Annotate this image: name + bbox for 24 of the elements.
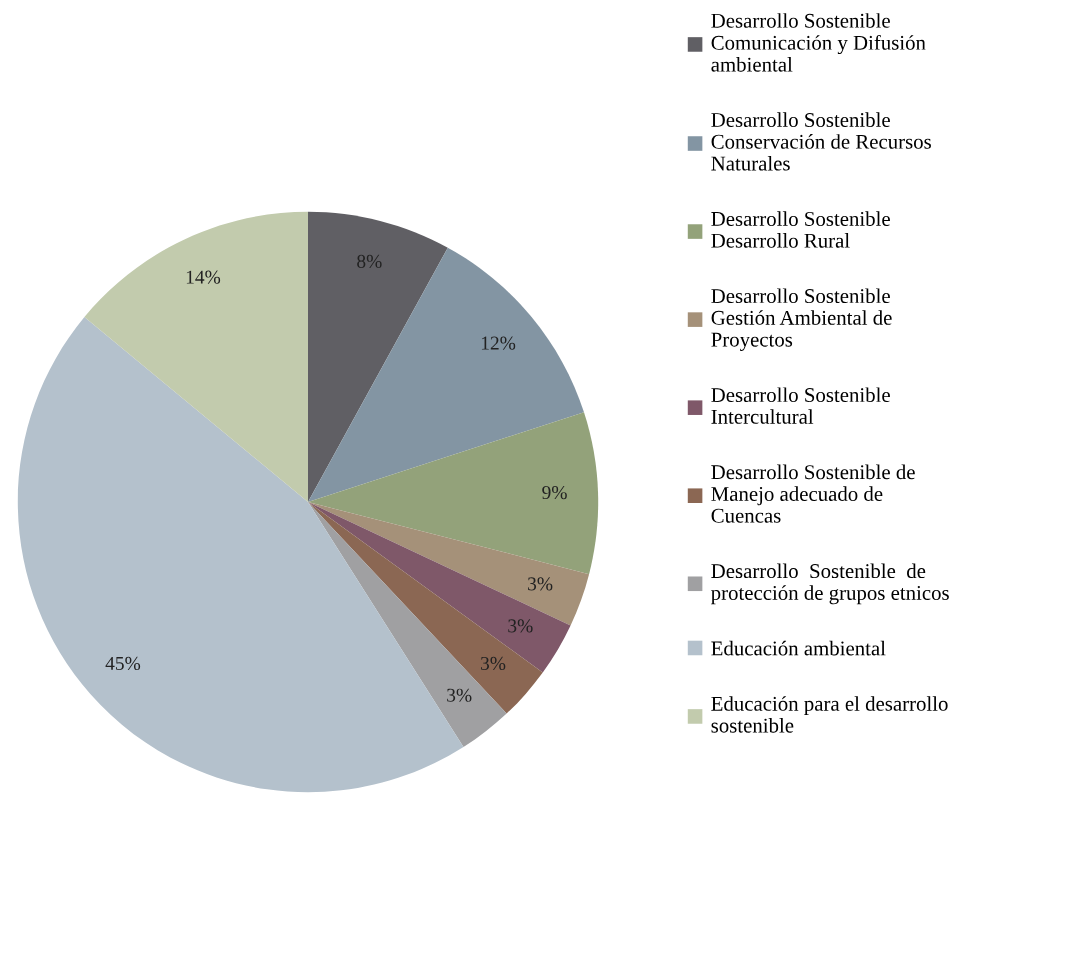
legend-label: Desarrollo Sostenible de protección de grupos etnicos xyxy=(711,563,949,605)
pie-slice xyxy=(308,247,584,502)
data-label: 3% xyxy=(447,688,472,702)
legend-label: Desarrollo Sostenible Desarrollo Rural xyxy=(711,211,890,248)
pie-slice xyxy=(308,412,599,575)
pie-slice xyxy=(308,502,571,673)
data-label: 3% xyxy=(528,577,553,591)
legend-label: Desarrollo Sostenible Intercultural xyxy=(711,387,890,424)
pie-slice xyxy=(84,211,308,502)
data-label: 3% xyxy=(481,656,506,671)
data-label: 12% xyxy=(481,336,516,350)
data-label: 3% xyxy=(508,619,533,633)
legend-label: Educación ambiental xyxy=(711,640,886,656)
data-label: 8% xyxy=(357,254,382,269)
legend-label: Desarrollo Sostenible Comunicación y Difusión ambiental xyxy=(711,13,926,72)
pie-slice xyxy=(308,211,448,502)
legend-label: Desarrollo Sostenible Conservación de Recursos Naturales xyxy=(711,112,931,171)
data-label: 14% xyxy=(186,270,221,284)
legend-label: Desarrollo Sostenible de Manejo adecuado de Cuencas xyxy=(711,464,915,523)
data-label: 9% xyxy=(542,486,567,500)
data-label: 45% xyxy=(105,656,141,671)
legend-label: Desarrollo Sostenible Gestión Ambiental de Proyectos xyxy=(711,288,892,351)
pie-slice xyxy=(308,502,507,748)
legend-label: Educación para el desarrollo sostenible xyxy=(711,696,948,733)
